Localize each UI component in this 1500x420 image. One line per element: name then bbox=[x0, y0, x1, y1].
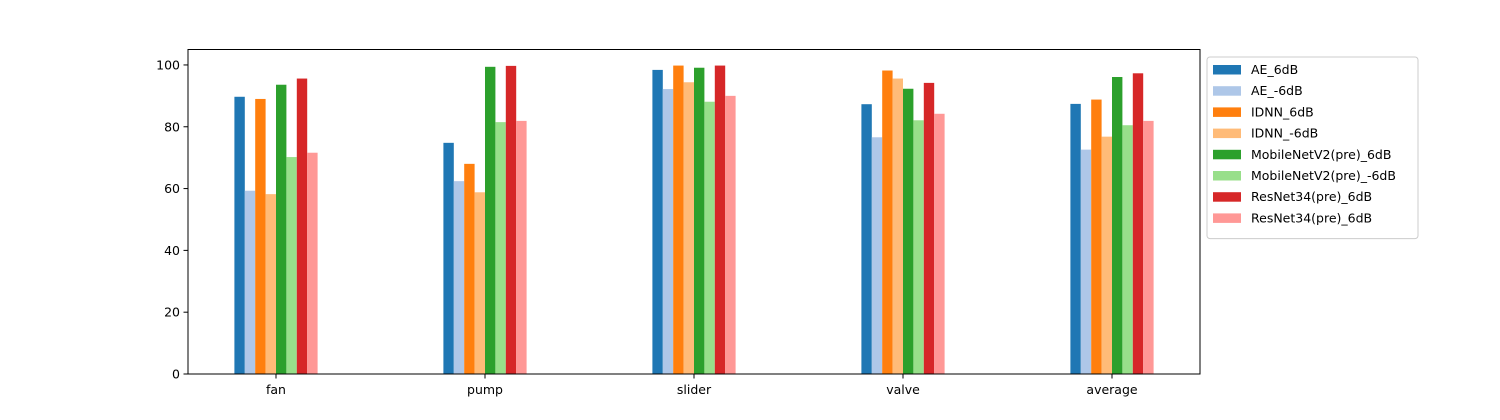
legend-swatch-7 bbox=[1213, 213, 1241, 223]
legend: AE_6dB AE_-6dB IDNN_6dB IDNN_-6dB MobileNetV… bbox=[1206, 56, 1419, 240]
bar-pump-series-3 bbox=[474, 192, 485, 374]
legend-label-4: MobileNetV2(pre)_6dB bbox=[1251, 147, 1391, 162]
x-tick-label-valve: valve bbox=[886, 382, 920, 397]
bar-valve-series-6 bbox=[923, 82, 935, 374]
legend-label-3: IDNN_-6dB bbox=[1251, 126, 1318, 141]
bar-valve-series-7 bbox=[934, 113, 945, 374]
bar-valve-series-1 bbox=[871, 137, 883, 374]
bar-average-series-5 bbox=[1122, 125, 1133, 374]
bar-pump-series-5 bbox=[495, 122, 506, 374]
bar-average-series-0 bbox=[1070, 103, 1081, 374]
bar-slider-series-2 bbox=[673, 65, 684, 374]
legend-label-5: MobileNetV2(pre)_-6dB bbox=[1251, 168, 1396, 183]
y-tick-label: 80 bbox=[164, 119, 180, 134]
y-tick-label: 20 bbox=[164, 305, 180, 320]
legend-label-2: IDNN_6dB bbox=[1251, 104, 1314, 119]
bar-fan-series-7 bbox=[307, 152, 318, 374]
bar-slider-series-4 bbox=[694, 67, 705, 374]
y-tick-label: 100 bbox=[156, 57, 180, 72]
legend-label-1: AE_-6dB bbox=[1251, 83, 1303, 98]
bar-pump-series-7 bbox=[516, 120, 527, 374]
x-tick-label-fan: fan bbox=[266, 382, 286, 397]
bar-valve-series-4 bbox=[903, 88, 914, 374]
bar-pump-series-1 bbox=[453, 181, 465, 374]
bar-slider-series-1 bbox=[662, 89, 674, 374]
legend-swatch-3 bbox=[1213, 128, 1241, 139]
bar-fan-series-1 bbox=[244, 190, 256, 374]
x-tick-label-slider: slider bbox=[677, 382, 712, 397]
legend-frame bbox=[1206, 56, 1419, 240]
y-tick-label: 40 bbox=[164, 243, 180, 258]
bar-valve-series-3 bbox=[892, 78, 903, 375]
bar-valve-series-0 bbox=[861, 104, 872, 374]
bar-average-series-2 bbox=[1091, 99, 1102, 374]
y-axis: 0 20 40 60 80 100 bbox=[156, 57, 188, 382]
bar-slider-series-7 bbox=[725, 95, 736, 375]
bar-fan-series-6 bbox=[296, 78, 308, 375]
legend-label-6: ResNet34(pre)_6dB bbox=[1251, 189, 1372, 204]
bar-slider-series-3 bbox=[683, 82, 694, 374]
bar-pump-series-6 bbox=[505, 65, 517, 374]
bar-valve-series-2 bbox=[882, 70, 893, 375]
bar-average-series-4 bbox=[1112, 77, 1123, 374]
bar-fan-series-5 bbox=[286, 157, 297, 374]
x-axis: fan pump slider valve average bbox=[266, 374, 1138, 397]
bar-fan-series-0 bbox=[234, 96, 245, 374]
bar-slider-series-5 bbox=[704, 101, 715, 374]
bar-average-series-7 bbox=[1143, 120, 1154, 374]
legend-label-7: ResNet34(pre)_6dB bbox=[1251, 210, 1372, 225]
legend-swatch-2 bbox=[1213, 107, 1241, 117]
legend-swatch-1 bbox=[1213, 86, 1241, 96]
legend-label-0: AE_6dB bbox=[1251, 62, 1298, 77]
bar-average-series-6 bbox=[1132, 73, 1144, 375]
x-tick-label-average: average bbox=[1086, 382, 1137, 397]
bar-average-series-1 bbox=[1080, 149, 1092, 374]
bar-slider-series-0 bbox=[652, 69, 663, 375]
bars-group bbox=[234, 65, 1154, 375]
bar-pump-series-2 bbox=[464, 163, 475, 374]
bar-pump-series-0 bbox=[443, 142, 454, 374]
legend-swatch-4 bbox=[1213, 149, 1241, 160]
bar-average-series-3 bbox=[1101, 136, 1112, 374]
y-tick-label: 0 bbox=[172, 367, 180, 382]
bar-pump-series-4 bbox=[485, 66, 496, 374]
legend-swatch-0 bbox=[1213, 65, 1241, 75]
x-tick-label-pump: pump bbox=[467, 382, 503, 397]
bar-slider-series-6 bbox=[714, 65, 726, 374]
bar-fan-series-2 bbox=[255, 98, 266, 374]
bar-valve-series-5 bbox=[913, 120, 924, 375]
legend-swatch-5 bbox=[1213, 171, 1241, 181]
y-tick-label: 60 bbox=[164, 181, 180, 196]
bar-fan-series-4 bbox=[276, 84, 287, 374]
bar-fan-series-3 bbox=[265, 194, 276, 374]
legend-swatch-6 bbox=[1213, 192, 1241, 202]
